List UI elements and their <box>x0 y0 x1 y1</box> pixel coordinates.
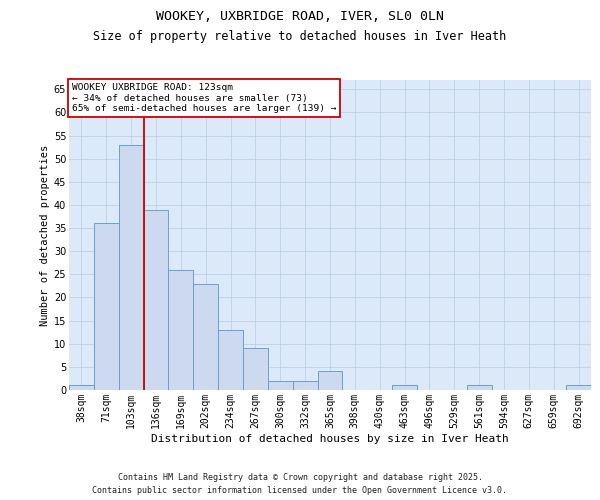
Bar <box>69 386 94 390</box>
Text: Size of property relative to detached houses in Iver Heath: Size of property relative to detached ho… <box>94 30 506 43</box>
X-axis label: Distribution of detached houses by size in Iver Heath: Distribution of detached houses by size … <box>151 434 509 444</box>
Text: WOOKEY, UXBRIDGE ROAD, IVER, SL0 0LN: WOOKEY, UXBRIDGE ROAD, IVER, SL0 0LN <box>156 10 444 23</box>
Bar <box>243 348 268 390</box>
Bar <box>293 380 317 390</box>
Bar <box>119 145 143 390</box>
Text: WOOKEY UXBRIDGE ROAD: 123sqm
← 34% of detached houses are smaller (73)
65% of se: WOOKEY UXBRIDGE ROAD: 123sqm ← 34% of de… <box>71 83 336 113</box>
Bar <box>467 386 491 390</box>
Bar <box>218 330 243 390</box>
Bar <box>566 386 591 390</box>
Text: Contains HM Land Registry data © Crown copyright and database right 2025.
Contai: Contains HM Land Registry data © Crown c… <box>92 474 508 495</box>
Bar <box>94 224 119 390</box>
Y-axis label: Number of detached properties: Number of detached properties <box>40 144 50 326</box>
Bar <box>317 372 343 390</box>
Bar <box>143 210 169 390</box>
Bar <box>268 380 293 390</box>
Bar <box>169 270 193 390</box>
Bar <box>392 386 417 390</box>
Bar <box>193 284 218 390</box>
